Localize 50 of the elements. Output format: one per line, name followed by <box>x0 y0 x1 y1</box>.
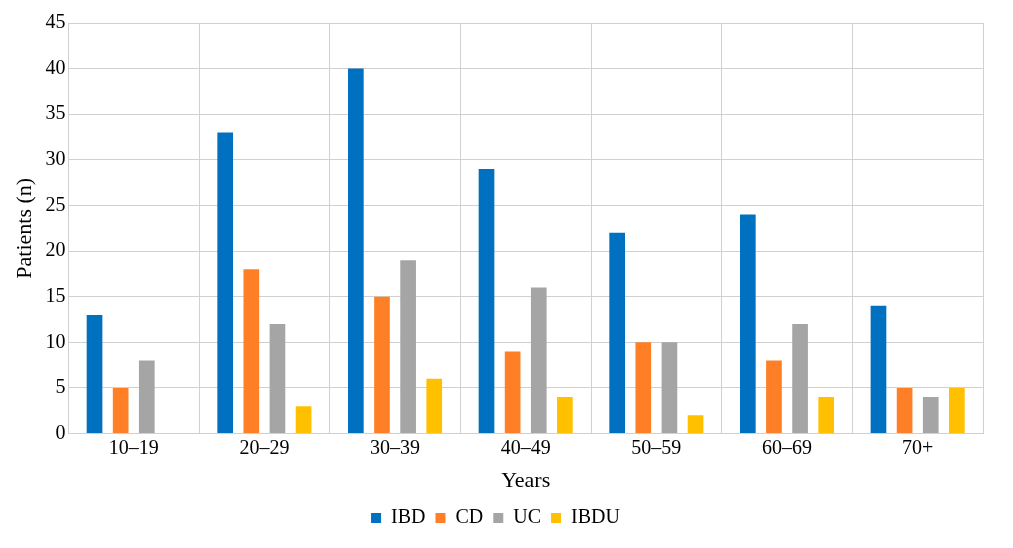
bar <box>922 397 939 434</box>
y-tick-label: 0 <box>55 420 66 443</box>
x-axis-title: Years <box>501 466 551 492</box>
bar <box>295 406 312 434</box>
x-tick-label: 30–39 <box>370 435 421 458</box>
y-tick-label: 5 <box>55 375 66 398</box>
y-tick-label: 35 <box>45 101 66 124</box>
y-tick-label: 30 <box>45 147 66 170</box>
bar <box>504 351 521 434</box>
legend-label: UC <box>513 505 542 528</box>
y-axis-title: Patients (n) <box>10 177 36 279</box>
bar <box>217 132 234 434</box>
y-tick-label: 25 <box>45 192 66 215</box>
bar <box>426 378 443 434</box>
bar <box>896 387 913 434</box>
bar <box>112 387 129 434</box>
x-tick-label: 50–59 <box>631 435 682 458</box>
bar <box>557 397 573 434</box>
legend-label: IBD <box>391 505 426 528</box>
y-tick-label: 20 <box>45 238 66 261</box>
bar <box>661 342 678 434</box>
bar <box>243 269 260 434</box>
y-tick-label: 40 <box>45 55 66 78</box>
bar <box>86 314 103 434</box>
x-tick-label: 20–29 <box>239 435 290 458</box>
bar <box>609 232 625 434</box>
x-tick-label: 60–69 <box>762 435 813 458</box>
y-tick-label: 45 <box>45 10 66 33</box>
bar <box>792 324 808 434</box>
bar <box>949 387 965 434</box>
bar <box>400 260 416 434</box>
bar <box>348 68 364 434</box>
legend-label: IBDU <box>571 505 621 528</box>
bar <box>766 360 782 434</box>
bar <box>374 296 390 434</box>
bar <box>635 342 652 434</box>
legend-label: CD <box>455 505 484 528</box>
bar <box>269 324 286 434</box>
y-tick-label: 10 <box>45 329 66 352</box>
x-tick-label: 70+ <box>902 435 934 458</box>
x-tick-label: 40–49 <box>500 435 551 458</box>
bar <box>870 305 887 434</box>
bar <box>530 287 547 434</box>
bar <box>138 360 155 434</box>
bar <box>818 397 835 434</box>
bar <box>739 214 756 434</box>
bar <box>478 168 495 434</box>
x-tick-label: 10–19 <box>108 435 159 458</box>
bar <box>687 415 704 434</box>
y-tick-label: 15 <box>45 283 66 306</box>
